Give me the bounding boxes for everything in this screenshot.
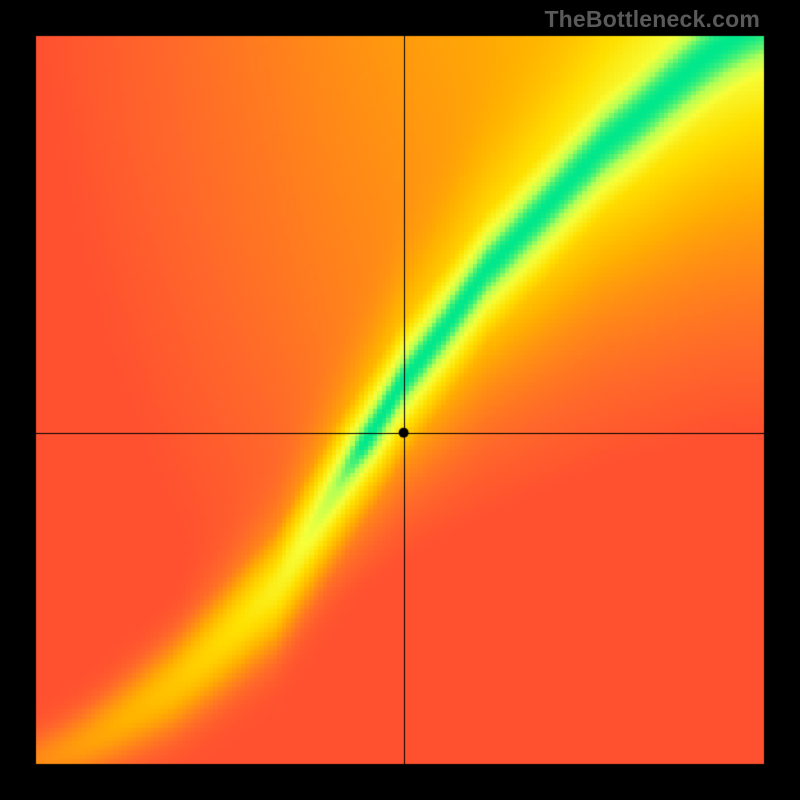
bottleneck-heatmap xyxy=(0,0,800,800)
watermark-label: TheBottleneck.com xyxy=(544,6,760,33)
